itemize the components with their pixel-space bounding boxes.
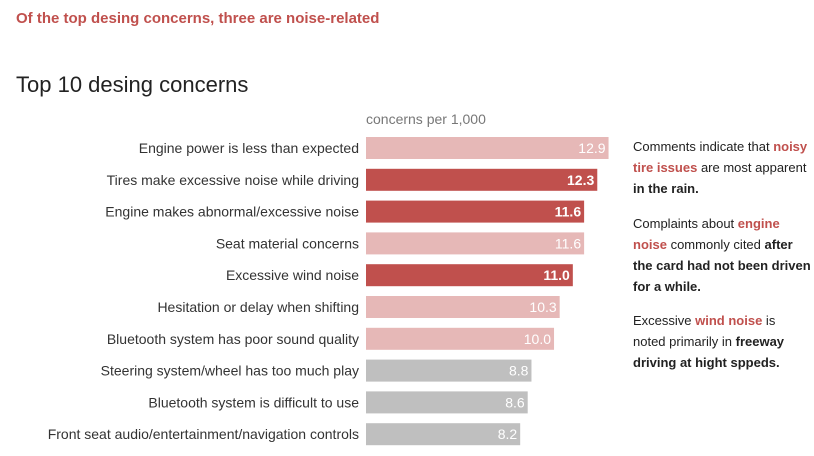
- chart-headline: Of the top desing concerns, three are no…: [16, 10, 380, 27]
- unit-label: concerns per 1,000: [366, 111, 486, 127]
- annotation-text: commonly cited: [666, 237, 765, 252]
- bar: [366, 168, 598, 191]
- bar: [366, 137, 609, 159]
- bar: [366, 423, 521, 446]
- bar: [366, 232, 585, 255]
- value-label: 12.3: [567, 172, 594, 188]
- value-label: 11.6: [555, 204, 582, 220]
- annotation-text: is noted primarily in: [633, 313, 776, 349]
- value-label: 11.6: [555, 235, 581, 251]
- value-label: 11.0: [543, 267, 570, 283]
- value-label: 8.8: [509, 363, 529, 379]
- annotation-highlight: wind noise: [695, 313, 763, 328]
- annotation-emphasis: in the rain.: [633, 181, 699, 196]
- annotation-text: Comments indicate that: [633, 139, 774, 154]
- annotation-emphasis: freeway driving at hight sppeds.: [633, 334, 785, 370]
- category-label: Tires make excessive noise while driving: [107, 172, 359, 188]
- annotation-text: are most apparent: [697, 160, 807, 175]
- bar: [366, 391, 528, 414]
- bar: [366, 264, 573, 287]
- bar: [366, 359, 532, 382]
- annotation-wind-noise: Excessive wind noise is noted primarily …: [633, 310, 811, 373]
- annotation-engine-noise: Complaints about engine noise commonly c…: [633, 213, 811, 297]
- category-label: Seat material concerns: [216, 235, 359, 251]
- category-label: Bluetooth system is difficult to use: [148, 394, 359, 410]
- category-label: Engine makes abnormal/excessive noise: [105, 204, 359, 220]
- annotation-text: Excessive: [633, 313, 696, 328]
- value-label: 8.2: [498, 426, 518, 442]
- category-label: Bluetooth system has poor sound quality: [107, 331, 359, 347]
- category-label: Excessive wind noise: [226, 267, 359, 283]
- chart-title: Top 10 desing concerns: [16, 72, 249, 97]
- annotation-emphasis: after the card had not been driven for a…: [633, 237, 811, 294]
- category-label: Hesitation or delay when shifting: [157, 299, 359, 315]
- bar: [366, 327, 555, 350]
- annotation-text: Complaints about: [633, 216, 738, 231]
- category-label: Engine power is less than expected: [139, 140, 359, 156]
- value-label: 8.6: [505, 394, 525, 410]
- bar: [366, 296, 560, 318]
- category-label: Front seat audio/entertainment/navigatio…: [48, 426, 359, 442]
- value-label: 10.3: [529, 299, 556, 315]
- annotation-tires: Comments indicate that noisy tire issues…: [633, 136, 811, 199]
- value-label: 12.9: [578, 140, 605, 156]
- value-label: 10.0: [524, 331, 551, 347]
- annotation-highlight: noisy tire issues: [633, 139, 808, 175]
- annotation-highlight: engine noise: [633, 216, 780, 252]
- category-label: Steering system/wheel has too much play: [101, 363, 359, 379]
- bar: [366, 200, 585, 223]
